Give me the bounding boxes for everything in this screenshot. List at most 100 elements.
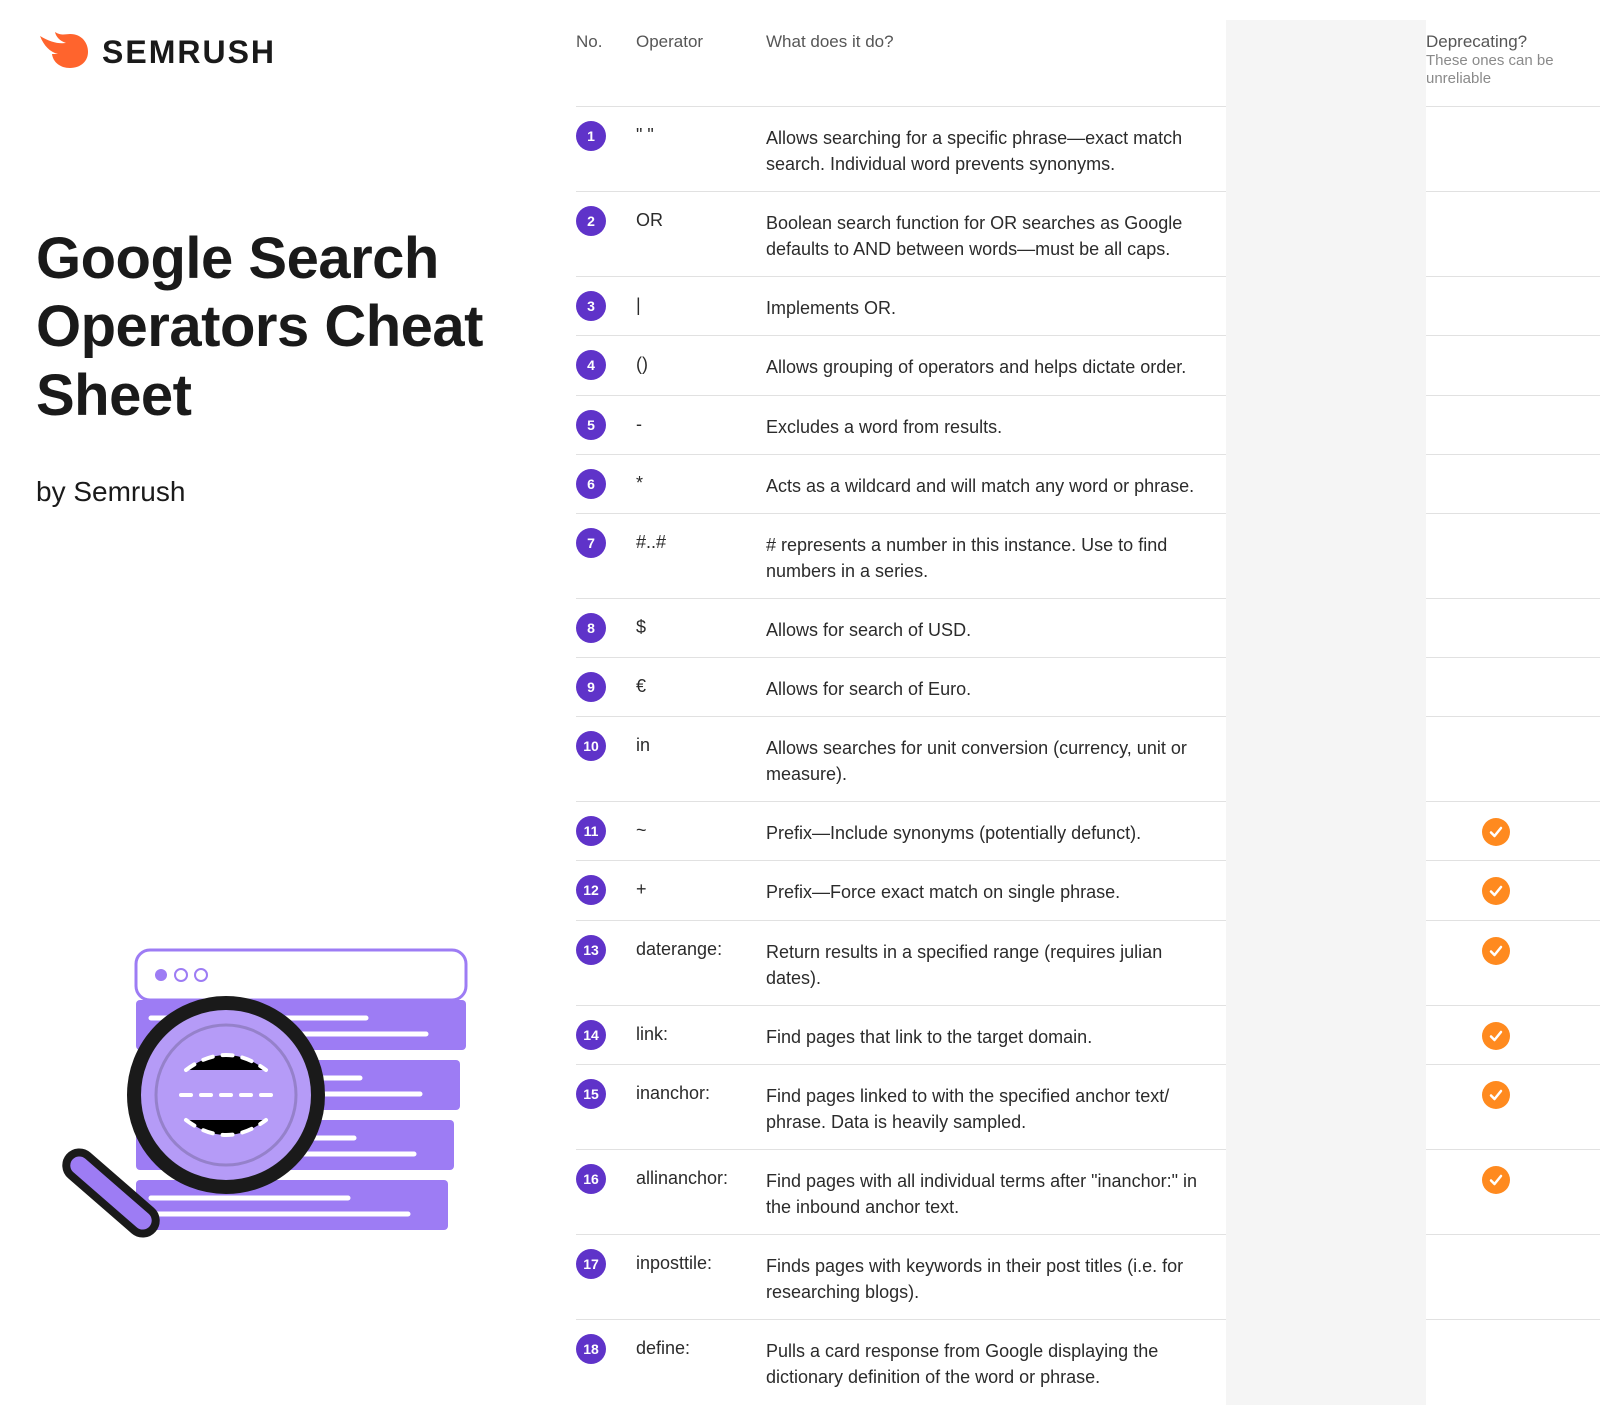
operator: $: [636, 613, 766, 638]
deprecating-check-icon: [1482, 877, 1510, 905]
operator-description: Allows searching for a specific phrase—e…: [766, 121, 1226, 177]
operator-description: Pulls a card response from Google displa…: [766, 1334, 1226, 1390]
table-row: 3|Implements OR.Basic: [576, 276, 1600, 335]
deprecating-cell: [1426, 528, 1576, 530]
row-number-badge: 14: [576, 1020, 606, 1050]
search-illustration-icon: [16, 940, 506, 1260]
operator: inposttile:: [636, 1249, 766, 1274]
row-number-badge: 5: [576, 410, 606, 440]
header-deprecating-sub: These ones can be unreliable: [1426, 52, 1566, 88]
row-number-badge: 7: [576, 528, 606, 558]
operator-description: Boolean search function for OR searches …: [766, 206, 1226, 262]
operator-description: Find pages that link to the target domai…: [766, 1020, 1226, 1050]
row-number-badge: 11: [576, 816, 606, 846]
row-number-badge: 4: [576, 350, 606, 380]
operator-description: Prefix—Force exact match on single phras…: [766, 875, 1226, 905]
header-deprecating: Deprecating? These ones can be unreliabl…: [1426, 32, 1576, 88]
operators-table: No. Operator What does it do? What does …: [576, 20, 1600, 1405]
deprecating-cell: [1426, 350, 1576, 352]
row-number-badge: 1: [576, 121, 606, 151]
operator-description: Allows for search of Euro.: [766, 672, 1226, 702]
operator: *: [636, 469, 766, 494]
table-row: 9€Allows for search of Euro.Basic: [576, 657, 1600, 716]
operator: " ": [636, 121, 766, 146]
table-row: 10 inAllows searches for unit conversion …: [576, 716, 1600, 801]
brand-logo: SEMRUSH: [36, 30, 576, 75]
operator: -: [636, 410, 766, 435]
row-number-badge: 2: [576, 206, 606, 236]
operator: in: [636, 731, 766, 756]
operator-description: Allows grouping of operators and helps d…: [766, 350, 1226, 380]
operator: +: [636, 875, 766, 900]
deprecating-cell: [1426, 1079, 1576, 1109]
operator: daterange:: [636, 935, 766, 960]
table-row: 18 define:Pulls a card response from Goog…: [576, 1319, 1600, 1404]
table-row: 15 inanchor:Find pages linked to with the…: [576, 1064, 1600, 1149]
row-number-badge: 13: [576, 935, 606, 965]
deprecating-cell: [1426, 672, 1576, 674]
table-row: 6 *Acts as a wildcard and will match any …: [576, 454, 1600, 513]
operator-description: Prefix—Include synonyms (potentially def…: [766, 816, 1226, 846]
table-row: 8$Allows for search of USD.Basic: [576, 598, 1600, 657]
header-deprecating-label: Deprecating?: [1426, 32, 1566, 52]
row-number-badge: 6: [576, 469, 606, 499]
operator-description: Implements OR.: [766, 291, 1226, 321]
row-number-badge: 15: [576, 1079, 606, 1109]
header-desc: What does it do?: [766, 32, 1226, 52]
row-number-badge: 3: [576, 291, 606, 321]
operator-description: Finds pages with keywords in their post …: [766, 1249, 1226, 1305]
operator-description: Excludes a word from results.: [766, 410, 1226, 440]
operator: |: [636, 291, 766, 316]
deprecating-check-icon: [1482, 937, 1510, 965]
header-no: No.: [576, 32, 636, 52]
deprecating-check-icon: [1482, 818, 1510, 846]
row-number-badge: 16: [576, 1164, 606, 1194]
row-number-badge: 10: [576, 731, 606, 761]
operator-description: Find pages linked to with the specified …: [766, 1079, 1226, 1135]
deprecating-cell: [1426, 1164, 1576, 1194]
row-number-badge: 12: [576, 875, 606, 905]
deprecating-cell: [1426, 410, 1576, 412]
table-row: 11 ~Prefix—Include synonyms (potentially …: [576, 801, 1600, 860]
deprecating-check-icon: [1482, 1081, 1510, 1109]
brand-name: SEMRUSH: [102, 34, 276, 71]
deprecating-cell: [1426, 206, 1576, 208]
deprecating-cell: [1426, 1249, 1576, 1251]
deprecating-cell: [1426, 875, 1576, 905]
header-operator: Operator: [636, 32, 766, 52]
flame-icon: [36, 30, 90, 75]
operator-description: Allows searches for unit conversion (cur…: [766, 731, 1226, 787]
operator-description: # represents a number in this instance. …: [766, 528, 1226, 584]
deprecating-cell: [1426, 121, 1576, 123]
table-row: 12 +Prefix—Force exact match on single ph…: [576, 860, 1600, 919]
row-number-badge: 18: [576, 1334, 606, 1364]
byline: by Semrush: [36, 476, 576, 508]
deprecating-cell: [1426, 1020, 1576, 1050]
operator: link:: [636, 1020, 766, 1045]
deprecating-cell: [1426, 469, 1576, 471]
table-row: 5-Excludes a word from results.BasicMail: [576, 395, 1600, 454]
table-row: 7 #..## represents a number in this insta…: [576, 513, 1600, 598]
row-number-badge: 8: [576, 613, 606, 643]
table-row: 13daterange:Return results in a specifie…: [576, 920, 1600, 1005]
operator: allinanchor:: [636, 1164, 766, 1189]
deprecating-cell: [1426, 613, 1576, 615]
deprecating-cell: [1426, 1334, 1576, 1336]
operator: ~: [636, 816, 766, 841]
deprecating-cell: [1426, 935, 1576, 965]
operator: inanchor:: [636, 1079, 766, 1104]
operator: #..#: [636, 528, 766, 553]
row-number-badge: 17: [576, 1249, 606, 1279]
tag-column-background: [1226, 20, 1426, 1405]
deprecating-cell: [1426, 816, 1576, 846]
operator: define:: [636, 1334, 766, 1359]
operator: OR: [636, 206, 766, 231]
table-row: 1 " "Allows searching for a specific phra…: [576, 106, 1600, 191]
table-row: 2 ORBoolean search function for OR search…: [576, 191, 1600, 276]
table-row: 17 inposttile:Finds pages with keywords i…: [576, 1234, 1600, 1319]
deprecating-check-icon: [1482, 1022, 1510, 1050]
operator-description: Allows for search of USD.: [766, 613, 1226, 643]
operator: €: [636, 672, 766, 697]
operator-description: Acts as a wildcard and will match any wo…: [766, 469, 1226, 499]
page-title: Google Search Operators Cheat Sheet: [36, 225, 576, 430]
